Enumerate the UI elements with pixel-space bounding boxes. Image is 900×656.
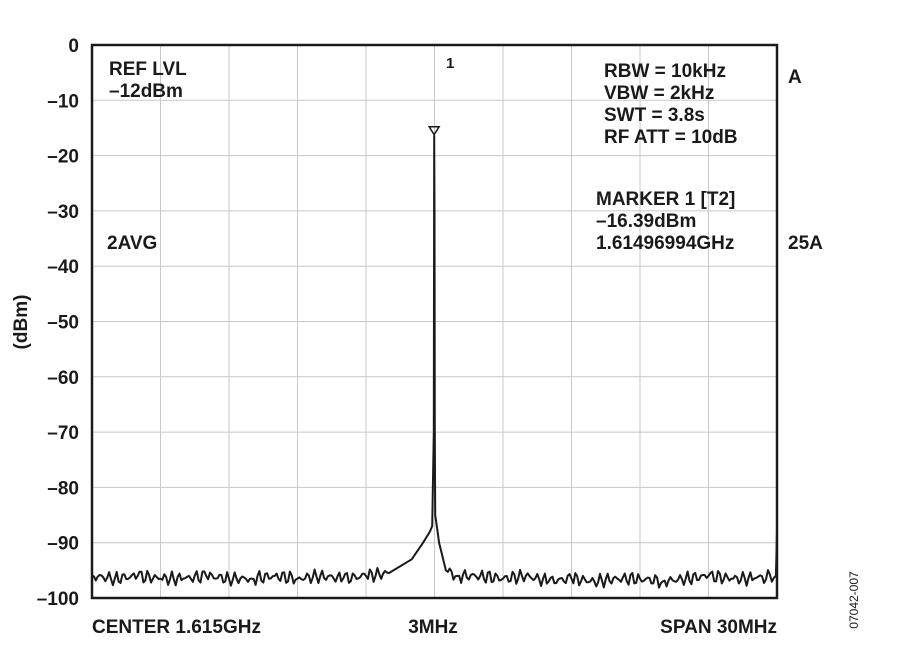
ref-level-value: –12dBm — [109, 81, 183, 102]
settings-vbw: VBW = 2kHz — [604, 83, 714, 104]
x-label-span: SPAN 30MHz — [660, 617, 777, 638]
y-tick-label: –90 — [47, 534, 79, 555]
y-tick-label: –40 — [47, 257, 79, 278]
marker-label: 1 — [446, 55, 454, 72]
marker-level: –16.39dBm — [596, 211, 696, 232]
y-tick-label: –10 — [47, 91, 79, 112]
settings-swt: SWT = 3.8s — [604, 105, 705, 126]
figure-id: 07042-007 — [847, 571, 861, 629]
settings-rf-att: RF ATT = 10dB — [604, 127, 738, 148]
right-label-25a: 25A — [788, 233, 823, 254]
y-tick-label: –20 — [47, 147, 79, 168]
x-label-division: 3MHz — [408, 617, 458, 638]
y-tick-label: –60 — [47, 368, 79, 389]
y-tick-label: –100 — [37, 589, 79, 610]
marker-title: MARKER 1 [T2] — [596, 189, 735, 210]
right-label-a: A — [788, 67, 802, 88]
marker-frequency: 1.61496994GHz — [596, 233, 734, 254]
y-tick-label: –70 — [47, 423, 79, 444]
ref-level-title: REF LVL — [109, 59, 187, 80]
y-tick-label: –50 — [47, 313, 79, 334]
y-tick-labels: 0 –10 –20 –30 –40 –50 –60 –70 –80 –90 –100 — [37, 36, 79, 610]
y-tick-label: 0 — [68, 36, 79, 57]
spectrum-trace — [91, 134, 778, 589]
y-axis-label: (dBm) — [11, 295, 32, 350]
y-tick-label: –30 — [47, 202, 79, 223]
y-tick-label: –80 — [47, 478, 79, 499]
trace-mode-label: 2AVG — [107, 233, 157, 254]
plot-frame — [90, 43, 779, 600]
settings-rbw: RBW = 10kHz — [604, 61, 726, 82]
marker-triangle-icon — [427, 125, 441, 137]
x-label-center: CENTER 1.615GHz — [92, 617, 261, 638]
